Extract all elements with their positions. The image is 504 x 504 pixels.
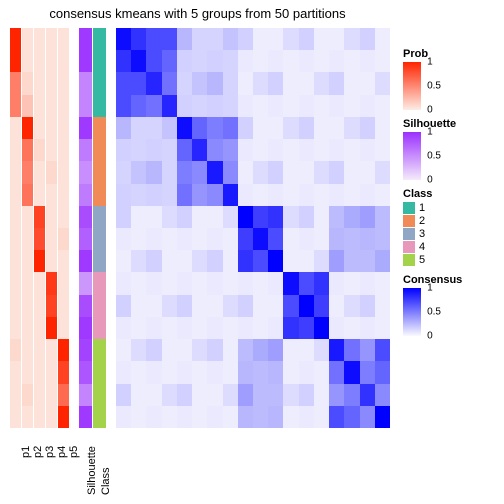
xlabel-class: Class [100, 467, 112, 495]
xlabel-p5: p5 [68, 446, 80, 458]
legend-class-4: 4 [403, 241, 498, 253]
legend-cons-scale [403, 288, 421, 336]
chart-title: consensus kmeans with 5 groups from 50 p… [0, 6, 395, 21]
legend-sil-title: Silhouette [403, 118, 498, 130]
legend-prob-title: Prob [403, 48, 498, 60]
legend-class-3: 3 [403, 228, 498, 240]
x-axis-labels: p1p2p3p4p5 SilhouetteClass [10, 430, 390, 500]
legend-class-5: 5 [403, 254, 498, 266]
prob-column-p1 [10, 28, 21, 428]
plot-area [10, 28, 390, 428]
prob-column-p4 [46, 28, 57, 428]
legend-class-1: 1 [403, 202, 498, 214]
prob-column-p3 [34, 28, 45, 428]
legend-class-items: 12345 [403, 202, 498, 266]
xlabel-p4: p4 [56, 446, 68, 458]
xlabel-p2: p2 [32, 446, 44, 458]
legend-sil-scale [403, 132, 421, 180]
class-column [93, 28, 106, 428]
legend-class-2: 2 [403, 215, 498, 227]
silhouette-column [79, 28, 92, 428]
consensus-heatmap [116, 28, 390, 428]
legends: Prob 10.50 Silhouette 10.50 Class 12345 … [403, 40, 498, 336]
prob-column-p2 [22, 28, 33, 428]
legend-prob-scale [403, 62, 421, 110]
legend-class-title: Class [403, 188, 498, 200]
legend-cons-title: Consensus [403, 274, 498, 286]
xlabel-silhouette: Silhouette [86, 446, 98, 495]
xlabel-p3: p3 [44, 446, 56, 458]
prob-column-p5 [58, 28, 69, 428]
xlabel-p1: p1 [20, 446, 32, 458]
